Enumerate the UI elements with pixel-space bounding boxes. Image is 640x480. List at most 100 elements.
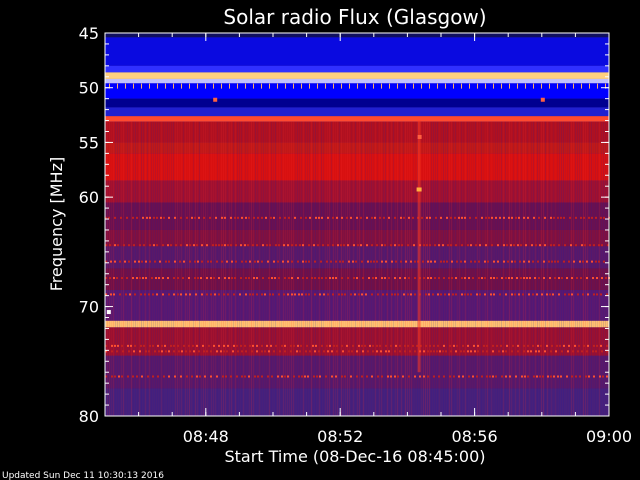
streak-pixel <box>503 260 505 263</box>
streak-pixel <box>577 350 579 353</box>
streak-pixel <box>455 244 457 247</box>
streak-pixel <box>296 350 298 353</box>
streak-pixel <box>444 293 446 296</box>
streak-pixel <box>484 277 486 280</box>
streak-pixel <box>134 293 136 296</box>
streak-pixel <box>271 375 273 378</box>
noise-column <box>111 121 112 416</box>
streak-pixel <box>538 350 540 353</box>
streak-pixel <box>267 260 269 263</box>
noise-column <box>499 121 500 416</box>
streak-pixel <box>379 216 381 219</box>
streak-pixel <box>287 375 289 378</box>
streak-pixel <box>275 244 277 247</box>
streak-pixel <box>523 344 525 347</box>
streak-pixel <box>309 350 311 353</box>
streak-pixel <box>365 293 367 296</box>
streak-pixel <box>458 375 460 378</box>
streak-pixel <box>160 216 162 219</box>
streak-pixel <box>586 260 588 263</box>
streak-pixel <box>437 293 439 296</box>
streak-pixel <box>414 277 416 280</box>
streak-pixel <box>575 375 577 378</box>
streak-pixel <box>506 244 508 247</box>
streak-pixel <box>277 375 279 378</box>
streak-pixel <box>149 260 151 263</box>
streak-pixel <box>492 350 494 353</box>
noise-column <box>185 121 186 416</box>
streak-pixel <box>547 375 549 378</box>
streak-pixel <box>583 344 585 347</box>
streak-pixel <box>234 216 236 219</box>
streak-pixel <box>593 244 595 247</box>
streak-pixel <box>308 244 310 247</box>
noise-column <box>241 121 242 416</box>
noise-column <box>449 121 450 416</box>
streak-pixel <box>366 216 368 219</box>
streak-pixel <box>153 244 155 247</box>
streak-pixel <box>231 260 233 263</box>
periodic-mark <box>421 83 422 89</box>
streak-pixel <box>323 350 325 353</box>
streak-pixel <box>111 350 113 353</box>
streak-pixel <box>595 216 597 219</box>
streak-pixel <box>257 375 259 378</box>
streak-pixel <box>481 277 483 280</box>
streak-pixel <box>353 277 355 280</box>
streak-pixel <box>168 293 170 296</box>
streak-pixel <box>503 216 505 219</box>
streak-pixel <box>414 375 416 378</box>
streak-pixel <box>366 244 368 247</box>
streak-pixel <box>223 344 225 347</box>
streak-pixel <box>557 260 559 263</box>
streak-pixel <box>581 350 583 353</box>
streak-pixel <box>376 344 378 347</box>
streak-pixel <box>200 277 202 280</box>
streak-pixel <box>591 260 593 263</box>
streak-pixel <box>314 293 316 296</box>
streak-pixel <box>331 350 333 353</box>
streak-pixel <box>167 277 169 280</box>
streak-pixel <box>589 244 591 247</box>
noise-column <box>429 121 430 416</box>
streak-pixel <box>479 293 481 296</box>
streak-pixel <box>514 293 516 296</box>
spectrogram-heatmap <box>105 33 610 416</box>
streak-pixel <box>593 344 595 347</box>
noise-column <box>593 121 594 416</box>
streak-pixel <box>261 293 263 296</box>
streak-pixel <box>446 260 448 263</box>
y-tick-label: 55 <box>79 133 99 152</box>
noise-column <box>265 121 266 416</box>
streak-pixel <box>143 344 145 347</box>
streak-pixel <box>336 216 338 219</box>
streak-pixel <box>462 344 464 347</box>
noise-column <box>249 121 250 416</box>
streak-pixel <box>601 277 603 280</box>
streak-pixel <box>485 216 487 219</box>
noise-column <box>195 121 196 416</box>
freq-band-4 <box>105 78 609 84</box>
streak-pixel <box>145 277 147 280</box>
noise-column <box>167 121 168 416</box>
streak-pixel <box>373 260 375 263</box>
periodic-mark <box>413 83 414 89</box>
streak-pixel <box>495 216 497 219</box>
noise-column <box>371 121 372 416</box>
streak-pixel <box>390 244 392 247</box>
streak-pixel <box>315 216 317 219</box>
streak-pixel <box>168 216 170 219</box>
streak-pixel <box>256 244 258 247</box>
streak-pixel <box>481 375 483 378</box>
streak-pixel <box>235 260 237 263</box>
streak-pixel <box>414 350 416 353</box>
periodic-mark <box>373 83 374 89</box>
periodic-mark <box>469 83 470 89</box>
streak-pixel <box>326 344 328 347</box>
streak-pixel <box>180 216 182 219</box>
streak-pixel <box>464 277 466 280</box>
noise-column <box>537 121 538 416</box>
streak-pixel <box>496 344 498 347</box>
streak-pixel <box>397 375 399 378</box>
noise-column <box>107 121 108 416</box>
